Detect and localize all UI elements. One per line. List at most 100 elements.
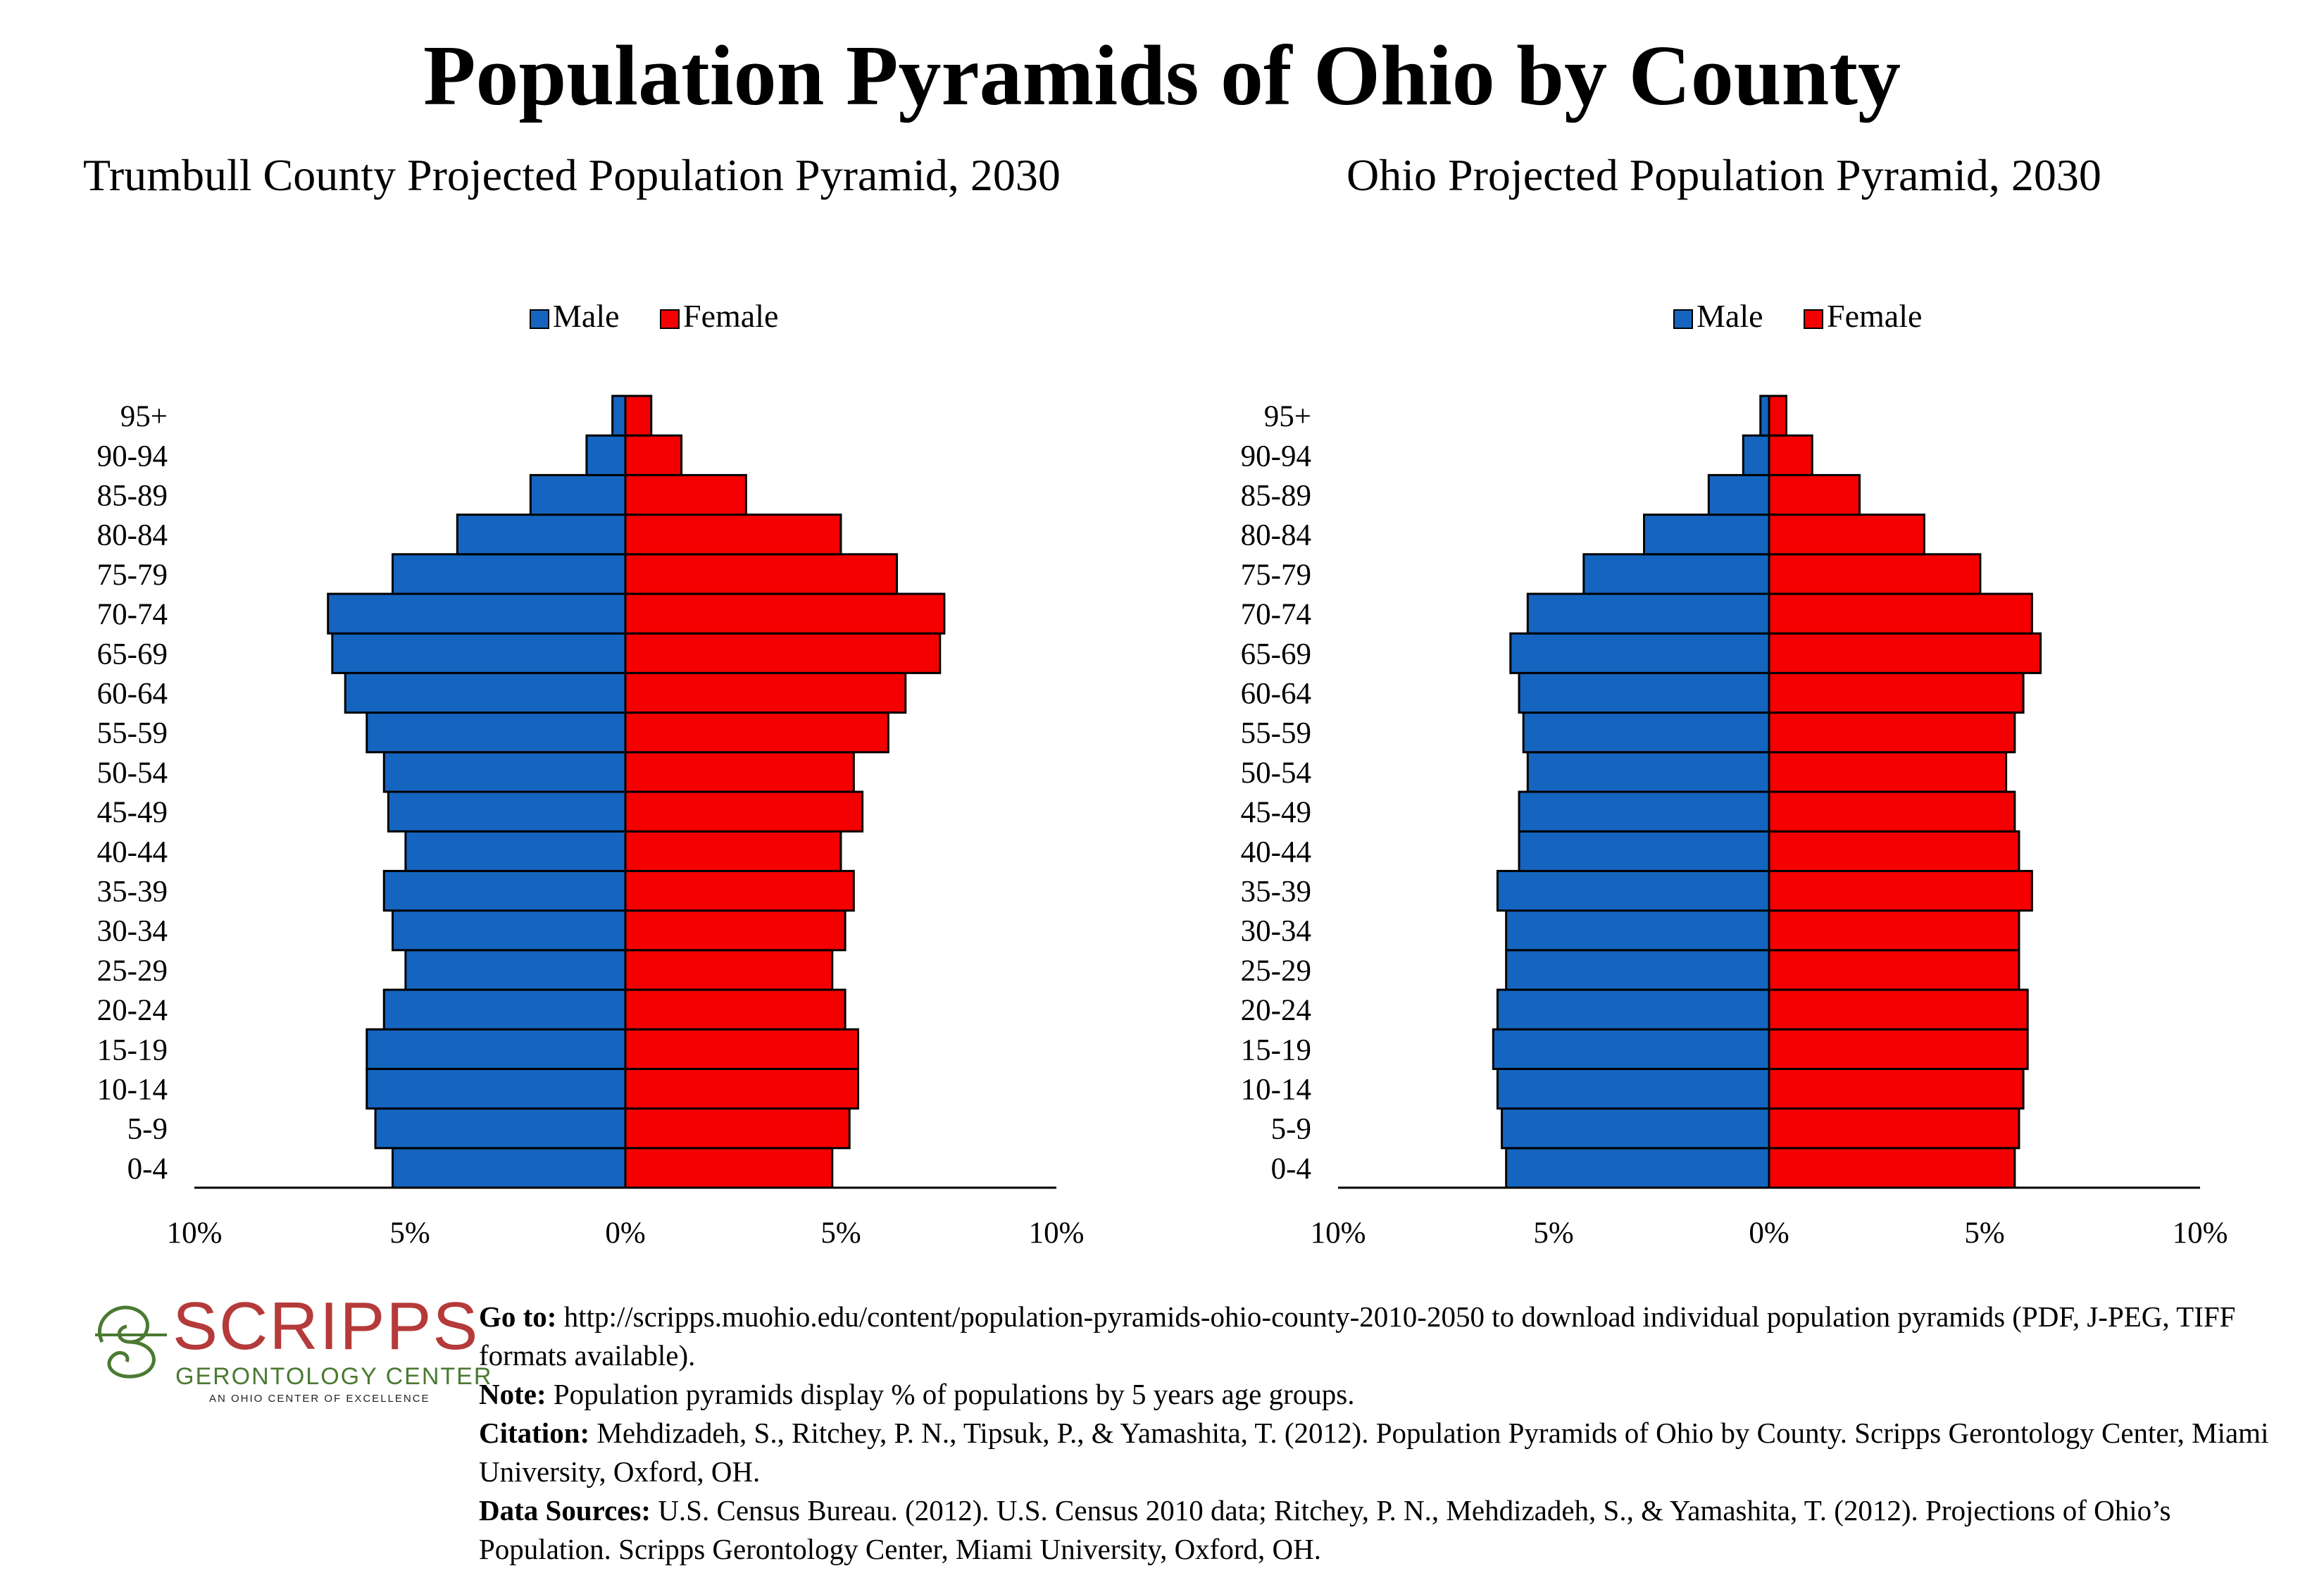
ohio-female-bar-30-34 <box>1768 909 2020 952</box>
trumbull-female-bar-95+ <box>624 394 653 437</box>
trumbull-female-bar-40-44 <box>624 830 842 872</box>
trumbull-age-label: 40-44 <box>97 835 168 869</box>
trumbull-age-label: 95+ <box>120 400 168 433</box>
trumbull-male-bar-35-39 <box>382 869 627 912</box>
ohio-age-label: 30-34 <box>1241 915 1311 948</box>
trumbull-female-bar-60-64 <box>624 671 907 714</box>
trumbull-x-tick-label: 0% <box>605 1217 645 1250</box>
chart-title-trumbull: Trumbull County Projected Population Pyr… <box>83 150 1061 200</box>
ohio-x-tick-label: 0% <box>1749 1217 1789 1250</box>
ohio-male-bar-70-74 <box>1526 592 1770 635</box>
trumbull-male-bar-45-49 <box>387 790 627 833</box>
ohio-age-label: 60-64 <box>1241 678 1311 711</box>
ohio-age-label: 45-49 <box>1241 796 1311 829</box>
trumbull-female-bar-80-84 <box>624 514 842 556</box>
ohio-female-bar-50-54 <box>1768 751 2008 793</box>
trumbull-female-bar-55-59 <box>624 711 889 754</box>
trumbull-age-label: 80-84 <box>97 519 168 552</box>
trumbull-male-bar-70-74 <box>327 592 627 635</box>
trumbull-age-label: 5-9 <box>127 1113 168 1146</box>
ohio-female-bar-85-89 <box>1768 473 1861 516</box>
trumbull-female-bar-85-89 <box>624 473 747 516</box>
trumbull-age-label: 0-4 <box>127 1152 168 1186</box>
ohio-age-label: 10-14 <box>1241 1074 1311 1107</box>
trumbull-legend-female-label: Female <box>683 298 778 334</box>
ohio-male-bar-5-9 <box>1501 1107 1770 1150</box>
ohio-male-bar-65-69 <box>1509 632 1770 674</box>
ohio-male-bar-35-39 <box>1496 869 1770 912</box>
ohio-age-label: 50-54 <box>1241 757 1311 790</box>
ohio-age-label: 5-9 <box>1271 1113 1311 1146</box>
trumbull-male-bar-55-59 <box>366 711 627 754</box>
ohio-age-label: 95+ <box>1264 400 1311 433</box>
ohio-male-bar-90-94 <box>1742 434 1770 476</box>
trumbull-age-label: 35-39 <box>97 876 168 909</box>
trumbull-male-bar-65-69 <box>331 632 627 674</box>
trumbull-male-bar-5-9 <box>374 1107 627 1150</box>
ohio-male-bar-95+ <box>1759 394 1770 437</box>
ohio-male-bar-20-24 <box>1496 988 1770 1031</box>
trumbull-female-bar-70-74 <box>624 592 946 635</box>
ohio-female-bar-5-9 <box>1768 1107 2020 1150</box>
citation-text: Mehdizadeh, S., Ritchey, P. N., Tipsuk, … <box>479 1417 2269 1488</box>
ohio-female-bar-15-19 <box>1768 1028 2029 1070</box>
ohio-female-bar-45-49 <box>1768 790 2016 833</box>
trumbull-male-bar-30-34 <box>392 909 627 952</box>
ohio-age-label: 90-94 <box>1241 440 1311 473</box>
ohio-male-bar-40-44 <box>1518 830 1770 872</box>
trumbull-male-bar-95+ <box>611 394 627 437</box>
trumbull-female-bar-20-24 <box>624 988 846 1031</box>
trumbull-male-bar-25-29 <box>404 949 627 991</box>
goto-text: http://scripps.muohio.edu/content/popula… <box>479 1300 2236 1372</box>
trumbull-x-tick-label: 10% <box>1029 1217 1085 1250</box>
citation-label: Citation: <box>479 1417 590 1449</box>
trumbull-age-label: 45-49 <box>97 796 168 829</box>
sources-text: U.S. Census Bureau. (2012). U.S. Census … <box>479 1494 2171 1565</box>
ohio-female-bar-55-59 <box>1768 711 2016 754</box>
trumbull-male-bar-75-79 <box>392 553 627 595</box>
note-text: Population pyramids display % of populat… <box>553 1378 1355 1410</box>
trumbull-age-label: 70-74 <box>97 598 168 631</box>
sources-label: Data Sources: <box>479 1494 651 1527</box>
logo-wordmark: SCRIPPS <box>173 1288 480 1364</box>
ohio-age-label: 55-59 <box>1241 717 1311 750</box>
trumbull-x-tick-label: 5% <box>820 1217 861 1250</box>
ohio-male-bar-50-54 <box>1526 751 1770 793</box>
ohio-x-tick-label: 5% <box>1964 1217 2004 1250</box>
ohio-age-label: 15-19 <box>1241 1033 1311 1067</box>
trumbull-age-label: 30-34 <box>97 915 168 948</box>
footer-sources: Data Sources: U.S. Census Bureau. (2012)… <box>479 1491 2310 1569</box>
ohio-legend-female-label: Female <box>1827 298 1922 334</box>
ohio-male-bar-15-19 <box>1492 1028 1770 1070</box>
footer-notes: Go to: http://scripps.muohio.edu/content… <box>479 1298 2310 1569</box>
trumbull-age-label: 15-19 <box>97 1033 168 1067</box>
ohio-female-bar-25-29 <box>1768 949 2020 991</box>
ohio-age-label: 20-24 <box>1241 994 1311 1027</box>
trumbull-female-bar-35-39 <box>624 869 855 912</box>
trumbull-age-label: 25-29 <box>97 955 168 988</box>
ohio-female-bar-95+ <box>1768 394 1787 437</box>
trumbull-x-tick-label: 10% <box>167 1217 223 1250</box>
trumbull-legend-female-swatch <box>660 309 680 329</box>
trumbull-x-tick-label: 5% <box>389 1217 430 1250</box>
ohio-female-bar-60-64 <box>1768 671 2025 714</box>
chart-title-ohio: Ohio Projected Population Pyramid, 2030 <box>1347 150 2101 200</box>
ohio-x-tick-label: 10% <box>2173 1217 2228 1250</box>
ohio-male-bar-45-49 <box>1518 790 1770 833</box>
trumbull-female-bar-25-29 <box>624 949 834 991</box>
trumbull-female-bar-75-79 <box>624 553 899 595</box>
ohio-male-bar-30-34 <box>1505 909 1770 952</box>
ohio-female-bar-0-4 <box>1768 1147 2016 1189</box>
note-label: Note: <box>479 1378 546 1410</box>
ohio-male-bar-55-59 <box>1522 711 1770 754</box>
trumbull-male-bar-40-44 <box>404 830 627 872</box>
trumbull-female-bar-30-34 <box>624 909 846 952</box>
logo-subtitle: GERONTOLOGY CENTER <box>175 1363 493 1390</box>
trumbull-male-bar-15-19 <box>366 1028 627 1070</box>
ohio-age-label: 85-89 <box>1241 480 1311 513</box>
ohio-female-bar-40-44 <box>1768 830 2020 872</box>
trumbull-age-label: 55-59 <box>97 717 168 750</box>
trumbull-male-bar-60-64 <box>344 671 627 714</box>
scripps-swirl-icon <box>95 1305 167 1379</box>
trumbull-age-label: 90-94 <box>97 440 168 473</box>
